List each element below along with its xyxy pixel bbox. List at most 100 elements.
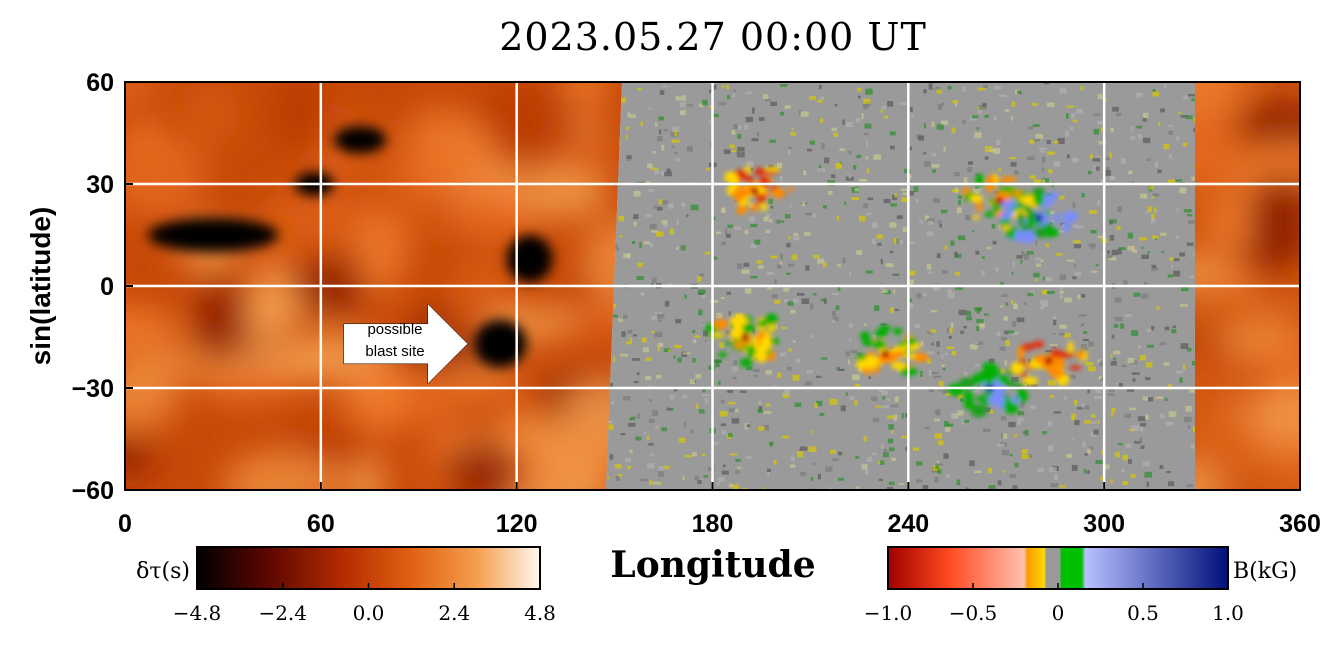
colorbar-tau-gradient	[196, 546, 541, 590]
magnetogram-pixel	[1047, 380, 1056, 386]
magnetogram-pixel	[1086, 470, 1090, 474]
magnetogram-pixel	[1027, 292, 1034, 297]
magnetogram-pixel	[865, 101, 871, 107]
magnetogram-pixel	[812, 462, 816, 466]
magnetogram-pixel	[1187, 220, 1195, 225]
magnetogram-pixel	[819, 96, 825, 100]
magnetogram-pixel	[799, 446, 808, 451]
magnetogram-pixel	[637, 88, 642, 91]
magnetogram-pixel	[777, 162, 783, 168]
magnetogram-pixel	[616, 248, 619, 252]
magnetogram-pixel	[1158, 122, 1161, 127]
magnetogram-pixel	[1186, 242, 1194, 246]
magnetogram-pixel	[893, 289, 896, 294]
magnetogram-pixel	[713, 113, 719, 118]
magnetogram-pixel	[744, 229, 749, 235]
colorbar-tick-label: −0.5	[949, 601, 998, 625]
magnetogram-pixel	[854, 399, 858, 406]
magnetogram-pixel	[1004, 360, 1008, 366]
magnetogram-pixel	[629, 337, 632, 343]
magnetogram-pixel	[763, 487, 767, 490]
magnetogram-pixel	[1121, 364, 1127, 368]
magnetogram-pixel	[823, 298, 827, 304]
magnetogram-pixel	[1049, 221, 1053, 225]
magnetogram-pixel	[1017, 417, 1024, 422]
magnetogram-pixel	[1044, 82, 1050, 85]
magnetogram-pixel	[809, 140, 816, 145]
magnetogram-pixel	[649, 224, 657, 230]
magnetogram-pixel	[733, 123, 738, 129]
colorbar-tick-label: 2.4	[438, 601, 470, 625]
magnetogram-pixel	[855, 456, 860, 459]
magnetogram-pixel	[1160, 108, 1165, 113]
active-region-patch	[1017, 346, 1025, 360]
magnetogram-pixel	[984, 156, 989, 160]
magnetogram-pixel	[936, 89, 942, 94]
magnetogram-pixel	[928, 369, 932, 376]
magnetogram-pixel	[717, 477, 725, 482]
magnetogram-pixel	[1013, 303, 1018, 309]
magnetogram-pixel	[640, 121, 643, 126]
magnetogram-pixel	[613, 304, 617, 308]
magnetogram-pixel	[1027, 372, 1031, 378]
magnetogram-pixel	[648, 443, 654, 446]
x-axis-label: Longitude	[610, 544, 815, 586]
magnetogram-pixel	[695, 403, 699, 409]
farside-texture-blob	[191, 281, 247, 364]
magnetogram-pixel	[711, 256, 718, 260]
magnetogram-pixel	[726, 84, 729, 90]
magnetogram-pixel	[848, 151, 852, 155]
magnetogram-pixel	[1083, 405, 1090, 410]
magnetogram-pixel	[745, 91, 753, 95]
magnetogram-pixel	[894, 396, 899, 403]
magnetogram-pixel	[787, 301, 794, 306]
magnetogram-pixel	[922, 485, 929, 490]
magnetogram-pixel	[1016, 255, 1023, 259]
magnetogram-pixel	[618, 216, 625, 222]
magnetogram-pixel	[708, 89, 713, 94]
magnetogram-pixel	[750, 224, 758, 228]
magnetogram-pixel	[845, 392, 848, 396]
active-region-core	[1034, 214, 1043, 222]
active-region-patch	[997, 375, 1009, 385]
magnetogram-pixel	[927, 271, 933, 274]
magnetogram-pixel	[812, 213, 816, 218]
magnetogram-pixel	[1142, 396, 1148, 401]
magnetogram-pixel	[647, 463, 655, 469]
magnetogram-pixel	[1011, 101, 1016, 107]
magnetogram-pixel	[1192, 426, 1196, 433]
magnetogram-pixel	[1033, 179, 1041, 185]
magnetogram-pixel	[815, 400, 823, 407]
magnetogram-pixel	[657, 136, 663, 142]
magnetogram-pixel	[1078, 225, 1085, 229]
magnetogram-pixel	[1009, 454, 1013, 457]
magnetogram-pixel	[1110, 411, 1114, 418]
magnetogram-pixel	[833, 132, 839, 137]
magnetogram-pixel	[858, 178, 867, 182]
magnetogram-pixel	[1039, 147, 1047, 151]
magnetogram-pixel	[1131, 330, 1139, 337]
magnetogram-pixel	[757, 408, 763, 414]
magnetogram-pixel	[718, 102, 726, 106]
magnetogram-pixel	[915, 461, 923, 466]
magnetogram-pixel	[793, 232, 799, 236]
magnetogram-pixel	[1151, 325, 1155, 331]
active-region-patch	[1062, 221, 1070, 234]
magnetogram-pixel	[1190, 444, 1196, 449]
magnetogram-pixel	[722, 464, 726, 468]
active-region-patch	[988, 393, 1006, 407]
magnetogram-pixel	[822, 262, 827, 268]
magnetogram-pixel	[699, 273, 704, 277]
magnetogram-pixel	[1094, 166, 1100, 171]
magnetogram-pixel	[777, 372, 782, 378]
magnetogram-pixel	[924, 426, 930, 430]
magnetogram-pixel	[1092, 157, 1101, 162]
magnetogram-pixel	[936, 253, 941, 259]
active-region-patch	[1025, 343, 1035, 349]
magnetogram-pixel	[791, 127, 795, 130]
magnetogram-pixel	[647, 189, 655, 192]
magnetogram-pixel	[896, 238, 899, 245]
magnetogram-pixel	[793, 234, 800, 241]
magnetogram-pixel	[900, 239, 904, 244]
magnetogram-pixel	[658, 129, 662, 135]
